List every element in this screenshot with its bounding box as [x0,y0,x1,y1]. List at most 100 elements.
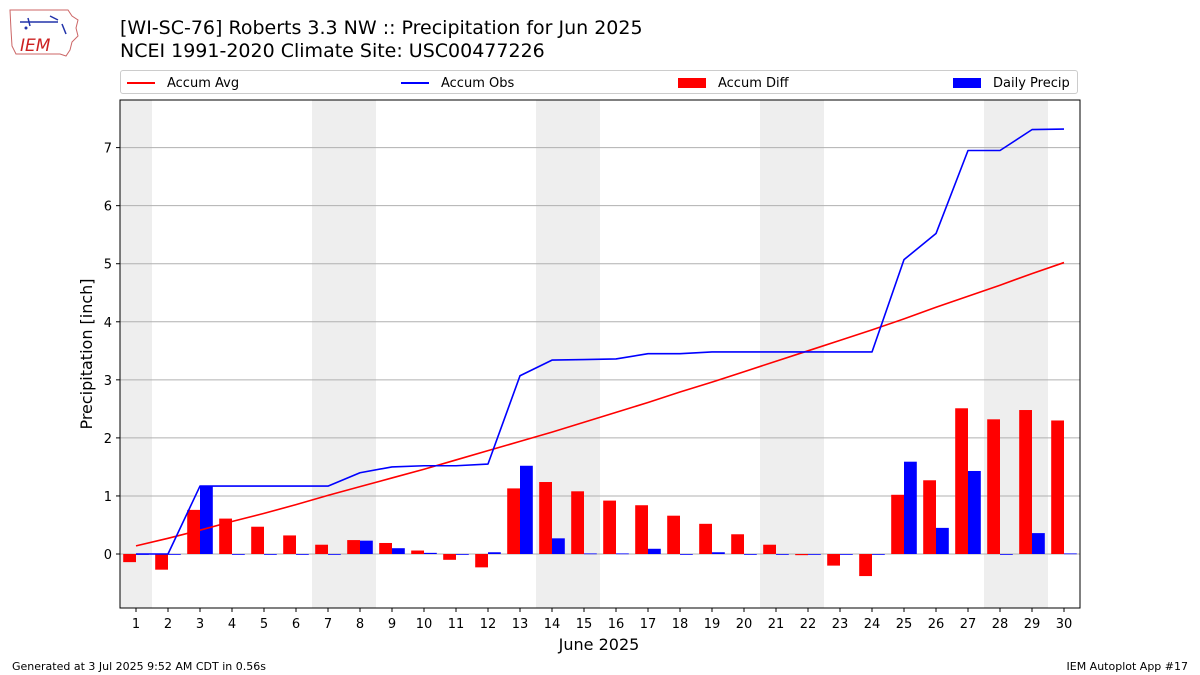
y-tick-label-2: 2 [104,432,112,447]
legend-item-accum-diff: Accum Diff [678,74,789,92]
daily-precip-bar-14 [552,538,565,555]
x-tick-label-6: 6 [292,617,300,632]
accum-diff-bar-19 [699,523,712,555]
legend-item-daily-precip: Daily Precip [953,74,1070,92]
daily-precip-bar-25 [904,461,917,555]
x-tick-label-17: 17 [640,617,657,632]
daily-precip-bar-8 [360,540,373,555]
x-tick-label-8: 8 [356,617,364,632]
accum-diff-bar-28 [987,419,1000,555]
bar-series [123,408,1077,577]
accum-diff-bar-24 [859,554,872,577]
y-tick-label-6: 6 [104,200,112,215]
x-tick-label-25: 25 [896,617,913,632]
y-tick-label-4: 4 [104,316,112,331]
legend-label-accum-avg: Accum Avg [167,75,240,91]
legend-swatch-accum-avg [127,82,155,84]
line-series [135,128,1065,555]
y-tick-label-7: 7 [104,142,112,157]
x-tick-label-23: 23 [832,617,849,632]
accum-diff-bar-5 [251,526,264,555]
accum-diff-bar-15 [571,491,584,555]
accum-diff-bar-12 [475,554,488,568]
legend-label-accum-obs: Accum Obs [441,75,515,91]
iem-logo: IEM [9,9,79,57]
x-tick-label-4: 4 [228,617,236,632]
accum-diff-bar-21 [763,544,776,555]
accum-diff-bar-25 [891,494,904,555]
daily-precip-bar-10 [424,552,437,555]
x-axis-label: June 2025 [558,635,640,654]
accum-diff-bar-29 [1019,410,1032,555]
x-tick-label-12: 12 [480,617,497,632]
weather-symbols-icon [20,15,67,35]
weekend-band-2 [312,100,376,608]
y-tick-label-1: 1 [104,490,112,505]
legend-swatch-daily-precip [953,78,981,88]
legend-label-accum-diff: Accum Diff [718,75,789,91]
daily-precip-bar-21 [776,554,789,555]
footer-generated-text: Generated at 3 Jul 2025 9:52 AM CDT in 0… [12,660,266,673]
daily-precip-bar-6 [296,554,309,555]
legend-item-accum-obs: Accum Obs [401,74,514,92]
daily-precip-bar-15 [584,553,597,555]
x-tick-label-3: 3 [196,617,204,632]
x-tick-label-10: 10 [416,617,433,632]
accum-diff-bar-13 [507,488,520,555]
daily-precip-bar-20 [744,554,757,555]
chart-legend: Accum Avg Accum Obs Accum Diff Daily Pre… [120,70,1078,94]
accum-diff-bar-20 [731,534,744,555]
legend-swatch-accum-obs [401,82,429,84]
daily-precip-bar-24 [872,554,885,555]
accum-diff-bar-30 [1051,420,1064,555]
accum-diff-bar-17 [635,505,648,555]
accum-diff-bar-26 [923,480,936,555]
x-tick-label-29: 29 [1024,617,1041,632]
daily-precip-bar-23 [840,554,853,555]
accum-diff-bar-22 [795,554,808,556]
daily-precip-bar-5 [264,554,277,555]
x-tick-label-27: 27 [960,617,977,632]
accum-diff-bar-18 [667,515,680,555]
daily-precip-bar-16 [616,553,629,555]
daily-precip-bar-11 [456,554,469,555]
accum-diff-bar-11 [443,554,456,560]
x-tick-label-7: 7 [324,617,332,632]
accum-diff-bar-10 [411,550,424,555]
accum-diff-bar-23 [827,554,840,566]
daily-precip-bar-26 [936,527,949,555]
x-tick-label-24: 24 [864,617,881,632]
y-axis-label: Precipitation [inch] [77,278,96,429]
x-tick-label-19: 19 [704,617,721,632]
legend-label-daily-precip: Daily Precip [993,75,1070,91]
accum-diff-bar-6 [283,535,296,555]
daily-precip-bar-19 [712,552,725,555]
legend-item-accum-avg: Accum Avg [127,74,239,92]
iem-logo-text: IEM [20,36,51,56]
accum-diff-bar-16 [603,500,616,555]
accum-obs-line [136,128,1065,555]
daily-precip-bar-12 [488,552,501,555]
daily-precip-bar-2 [168,554,181,555]
y-tick-label-5: 5 [104,258,112,273]
accum-diff-bar-14 [539,482,552,555]
plot-frame [119,99,1081,609]
daily-precip-bar-4 [232,554,245,555]
daily-precip-bar-17 [648,548,661,555]
daily-precip-bar-22 [808,554,821,555]
x-tick-label-30: 30 [1056,617,1073,632]
x-tick-label-15: 15 [576,617,593,632]
gridlines [120,147,1080,555]
x-tick-label-21: 21 [768,617,785,632]
x-tick-label-11: 11 [448,617,465,632]
x-tick-label-22: 22 [800,617,817,632]
y-tick-label-3: 3 [104,374,112,389]
x-tick-label-20: 20 [736,617,753,632]
accum-diff-bar-2 [155,554,168,570]
daily-precip-bar-27 [968,470,981,555]
accum-diff-bar-9 [379,542,392,555]
daily-precip-bar-28 [1000,554,1013,555]
footer-app-text: IEM Autoplot App #17 [1066,660,1189,673]
y-tick-label-0: 0 [104,548,112,563]
